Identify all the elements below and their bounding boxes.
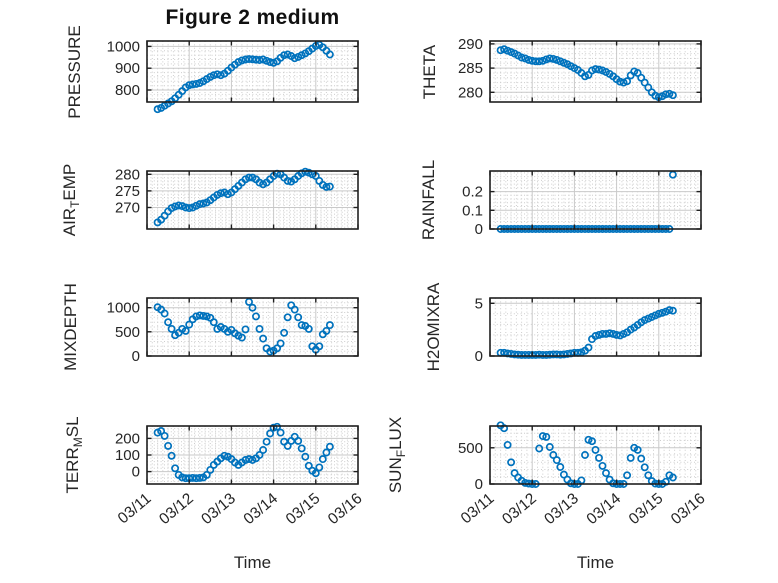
y-tick-label: 0 xyxy=(132,464,140,481)
x-tick-label: 03/12 xyxy=(499,490,540,528)
tick-marks xyxy=(146,171,359,229)
series-mixdepth xyxy=(153,297,334,356)
major-grid xyxy=(490,171,701,229)
series-air_temp xyxy=(153,167,334,227)
y-tick-label: 500 xyxy=(115,324,140,341)
y-tick-label: 500 xyxy=(458,440,483,457)
figure-title: Figure 2 medium xyxy=(165,6,340,29)
y-tick-label: 290 xyxy=(458,36,483,53)
tick-marks xyxy=(489,426,702,485)
minor-grid xyxy=(147,171,358,229)
x-tick-label: 03/14 xyxy=(584,490,625,528)
x-axis-label: Time xyxy=(577,553,614,572)
series-pressure xyxy=(153,40,334,114)
tick-marks xyxy=(146,426,359,484)
series-theta xyxy=(496,45,677,102)
ylabel-mixdepth: MIXDEPTH xyxy=(61,283,80,371)
ylabel-h2omixra: H2OMIXRA xyxy=(424,282,443,372)
y-tick-label: 280 xyxy=(115,166,140,183)
axes-box xyxy=(489,40,702,103)
x-tick-label: 03/14 xyxy=(241,490,282,528)
axes-box xyxy=(489,297,702,357)
ylabel-terr_msl: TERRMSL xyxy=(62,416,86,494)
minor-grid xyxy=(490,171,701,229)
subplot-rainfall: 0 0.10.2 xyxy=(462,170,702,238)
x-tick-label: 03/11 xyxy=(115,490,155,527)
y-tick-label: 0 xyxy=(475,221,483,238)
y-tick-label: 275 xyxy=(115,183,140,200)
series-h2omixra xyxy=(496,306,677,359)
x-tick-label: 03/11 xyxy=(458,490,498,527)
x-tick-label: 03/16 xyxy=(325,490,366,528)
ylabel-theta: THETA xyxy=(420,44,439,99)
x-tick-label: 03/16 xyxy=(668,490,709,528)
y-tick-label: 1000 xyxy=(107,300,140,317)
y-tick-label: 900 xyxy=(115,60,140,77)
ylabel-sun_flux: SUNFLUX xyxy=(385,416,409,494)
y-tick-label: 0 xyxy=(475,476,483,493)
major-grid xyxy=(490,426,701,484)
x-tick-label: 03/15 xyxy=(283,490,324,528)
tick-marks xyxy=(146,41,359,102)
y-tick-label: 0.1 xyxy=(462,202,483,219)
minor-grid xyxy=(490,426,701,484)
tick-marks xyxy=(489,298,702,357)
axes-box xyxy=(146,40,359,103)
subplot-pressure: 800 900 1000 xyxy=(107,38,359,114)
y-tick-label: 1000 xyxy=(107,38,140,55)
tick-marks xyxy=(489,171,702,230)
y-tick-label: 285 xyxy=(458,60,483,77)
axes-box xyxy=(146,170,359,230)
y-tick-label: 270 xyxy=(115,200,140,217)
y-tick-label: 0.2 xyxy=(462,184,483,201)
series-terr_msl xyxy=(153,422,334,483)
ylabel-pressure: PRESSURE xyxy=(65,24,84,119)
y-tick-label: 5 xyxy=(475,295,483,312)
ylabel-rainfall: RAINFALL xyxy=(419,159,438,241)
y-tick-label: 100 xyxy=(115,447,140,464)
subplot-sun_flux: 0 500 03/11 03/12 03/13 03/14 03/15 03/16 Time xyxy=(458,421,709,572)
x-axis-label: Time xyxy=(234,553,271,572)
y-tick-label: 280 xyxy=(458,84,483,101)
tick-marks xyxy=(489,41,702,102)
ylabel-air_temp: AIRTEMP xyxy=(59,163,83,237)
axes-box xyxy=(146,297,359,357)
y-tick-label: 0 xyxy=(475,348,483,365)
x-tick-label: 03/13 xyxy=(541,490,582,528)
x-tick-label: 03/15 xyxy=(626,490,667,528)
y-tick-label: 800 xyxy=(115,82,140,99)
minor-grid xyxy=(147,41,358,102)
x-tick-label: 03/12 xyxy=(156,490,197,528)
y-tick-label: 200 xyxy=(115,430,140,447)
major-grid xyxy=(147,426,358,484)
axes-box xyxy=(489,425,702,485)
x-tick-label: 03/13 xyxy=(198,490,239,528)
tick-marks xyxy=(146,298,359,357)
subplot-mixdepth: 0 500 1000 xyxy=(107,297,359,365)
subplot-h2omixra: 05 xyxy=(475,295,702,365)
axes-box xyxy=(489,170,702,230)
subplot-theta: 280 285 290 xyxy=(458,36,702,103)
y-tick-label: 0 xyxy=(132,348,140,365)
major-grid xyxy=(490,298,701,356)
